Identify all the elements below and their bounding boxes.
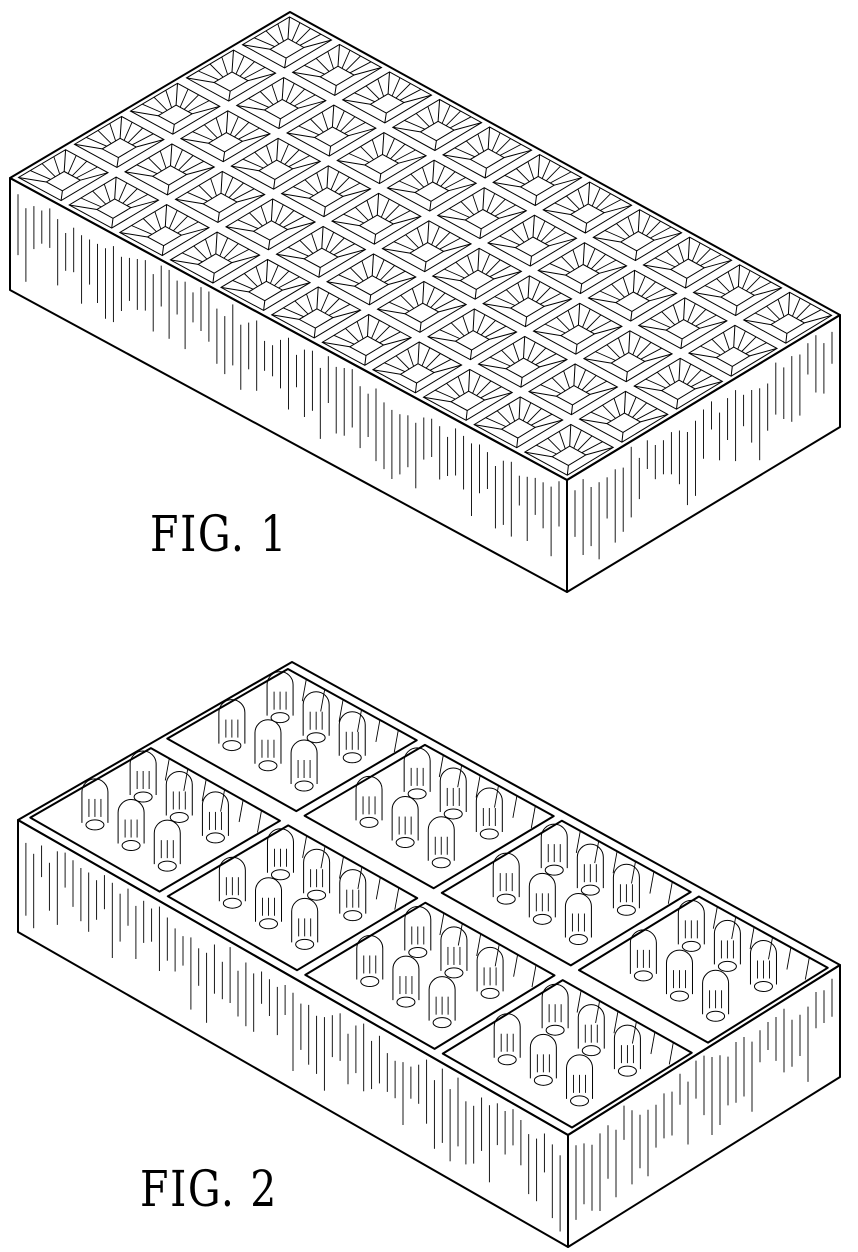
fig2-cup-opening	[361, 976, 379, 986]
fig2-cup-opening	[445, 968, 463, 978]
fig2-cup-opening	[432, 858, 450, 868]
fig2-compartment	[305, 903, 554, 1049]
fig2-cup-opening	[344, 911, 362, 921]
fig2-cup-opening	[481, 988, 499, 998]
fig2-cup-opening	[582, 1046, 600, 1056]
fig2-label: FIG. 2	[140, 1160, 278, 1218]
fig2-cup-opening	[295, 781, 313, 791]
fig1-label: FIG. 1	[150, 505, 288, 563]
fig2-cup-opening	[670, 991, 688, 1001]
fig2-compartment	[30, 748, 280, 892]
fig2-cup-opening	[223, 898, 241, 908]
fig2-cup-opening	[480, 829, 498, 839]
fig2-cup-opening	[260, 919, 278, 929]
fig2-cup-opening	[498, 1055, 516, 1065]
fig2-cup-opening	[86, 820, 104, 830]
fig2-cup-opening	[360, 817, 378, 827]
fig2-cup-opening	[707, 1011, 725, 1021]
fig2-compartment	[168, 825, 417, 970]
fig2-cup-opening	[259, 761, 277, 771]
fig2-cup-opening	[296, 939, 314, 949]
fig2-cup-opening	[545, 865, 563, 875]
fig2-cup-opening	[433, 1018, 451, 1028]
fig2-cup-opening	[569, 935, 587, 945]
fig2-cup-opening	[546, 1025, 564, 1035]
fig2-cup-opening	[634, 971, 652, 981]
fig2-cup-opening	[343, 753, 361, 763]
fig2-cup-opening	[397, 997, 415, 1007]
fig2-cup-opening	[206, 833, 224, 843]
fig2-cup-opening	[497, 894, 515, 904]
fig2-top-surface	[18, 662, 840, 1135]
fig2-cup-opening	[618, 1066, 636, 1076]
fig2-cup-opening	[158, 861, 176, 871]
fig2-cup-opening	[122, 841, 140, 851]
fig2-cup-opening	[444, 809, 462, 819]
fig2-cup-opening	[308, 890, 326, 900]
fig2-cup-opening	[409, 947, 427, 957]
fig2-cup-opening	[223, 741, 241, 751]
fig2-cup-opening	[754, 981, 772, 991]
fig2-right-wall-shading	[576, 979, 832, 1220]
fig2-cup-opening	[396, 838, 414, 848]
fig2-compartment	[443, 980, 692, 1127]
fig2-cup-opening	[571, 1096, 589, 1106]
fig2-left-wall-shading	[26, 843, 560, 1232]
fig2-cup-opening	[718, 961, 736, 971]
fig2-cup-opening	[617, 905, 635, 915]
fig2-cup-opening	[533, 914, 551, 924]
fig2-cup-opening	[581, 885, 599, 895]
fig2-cup-opening	[271, 870, 289, 880]
fig2-cup-opening	[534, 1075, 552, 1085]
fig2-cup-opening	[682, 941, 700, 951]
